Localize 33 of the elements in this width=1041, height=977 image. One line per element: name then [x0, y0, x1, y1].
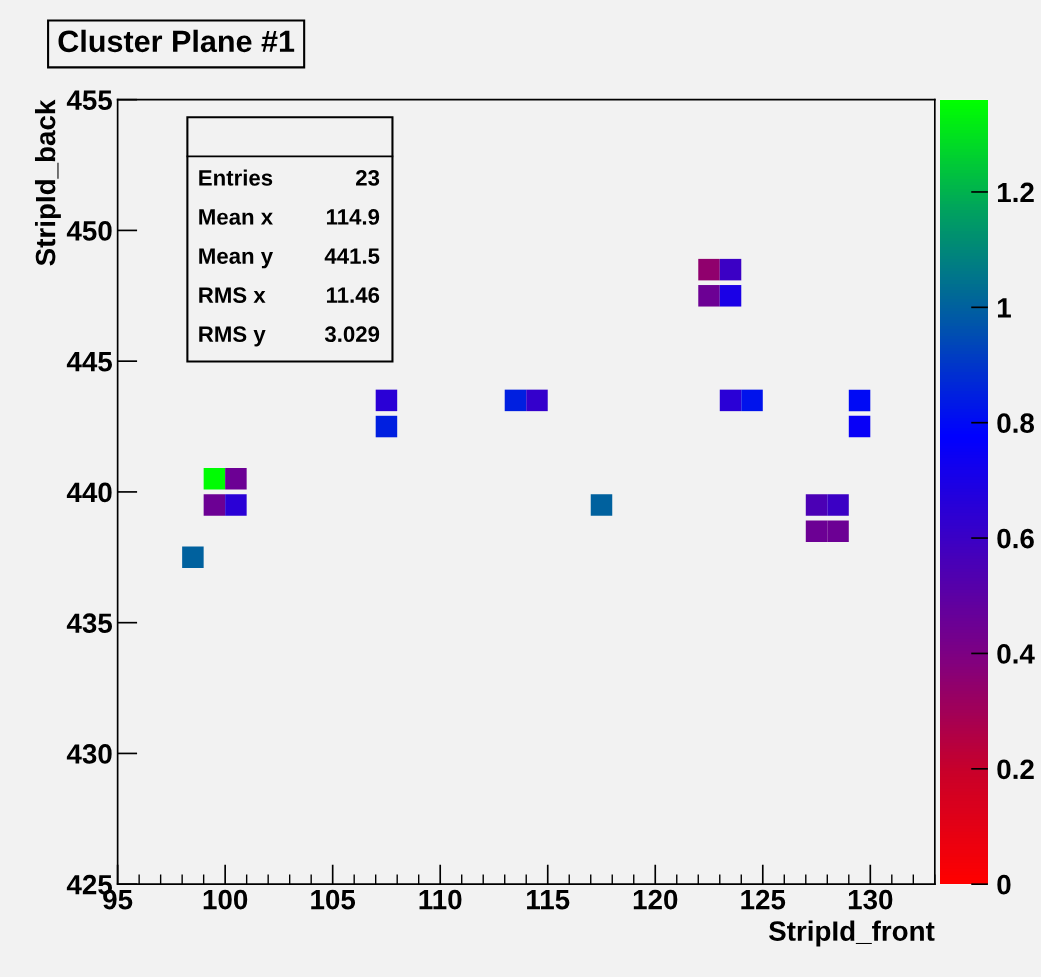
x-tick-label: 120: [633, 889, 678, 910]
x-tick-label: 125: [741, 889, 786, 910]
y-tick-label: 450: [66, 221, 112, 241]
color-bar-label: 0: [997, 874, 1011, 895]
annotation: RMS y: [199, 326, 266, 347]
color-bar-label: 1: [997, 298, 1011, 318]
annotation: 441.5: [324, 248, 380, 264]
y-axis-title: StripId_back: [34, 99, 61, 266]
x-tick-label: 115: [527, 890, 570, 910]
y-tick-label: 445: [66, 352, 112, 372]
color-bar-label: 0.4: [997, 644, 1035, 664]
y-tick-label: 455: [66, 90, 112, 110]
annotation: Mean y: [199, 248, 274, 269]
x-tick-label: 130: [848, 889, 893, 910]
annotation: RMS x: [199, 287, 266, 303]
x-tick-label: 110: [419, 889, 462, 910]
annotation: Entries: [199, 169, 273, 186]
y-tick-label: 430: [66, 744, 112, 764]
color-bar-label: 0.6: [997, 528, 1034, 549]
chart-title: Cluster Plane #1: [58, 29, 295, 53]
color-bar-label: 0.2: [997, 759, 1034, 780]
annotation: 3.029: [324, 326, 380, 343]
color-bar-label: 0.8: [997, 413, 1035, 434]
x-tick-label: 100: [203, 889, 248, 910]
annotation: 23: [356, 170, 380, 186]
annotation: Mean x: [199, 209, 273, 225]
annotation: 11.46: [326, 287, 380, 303]
x-tick-label: 105: [311, 889, 356, 910]
color-bar-label: 1.2: [997, 182, 1034, 203]
y-tick-label: 435: [66, 613, 112, 634]
y-tick-label: 440: [66, 482, 112, 503]
x-axis-title: StripId_front: [768, 920, 935, 947]
annotation: 114.9: [326, 209, 380, 225]
